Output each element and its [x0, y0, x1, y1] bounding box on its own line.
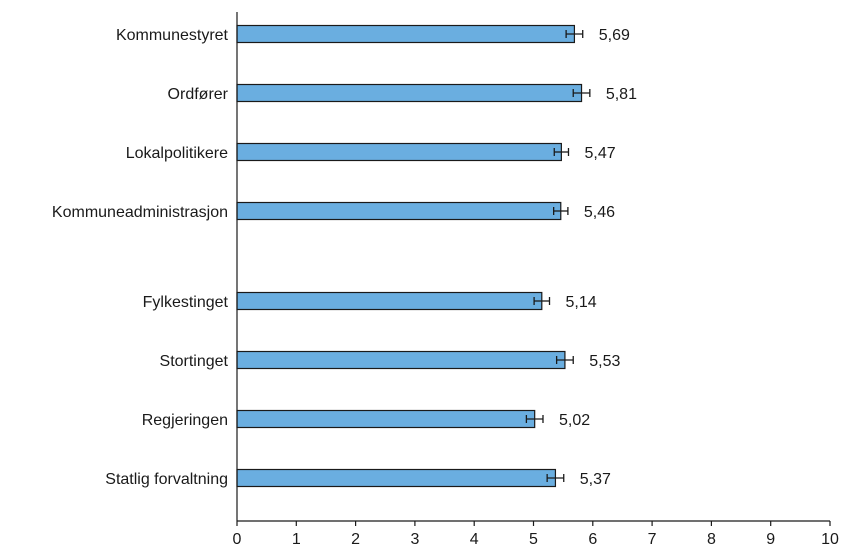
axis-layer: 0 1 2 3 4 5 6 7 8 9 10 — [233, 12, 839, 548]
x-tick-label: 0 — [233, 531, 242, 548]
x-tick-label: 6 — [588, 531, 597, 548]
category-label: Lokalpolitikere — [126, 145, 228, 162]
bar — [236, 409, 536, 429]
category-label: Ordfører — [168, 86, 229, 103]
bar — [236, 142, 562, 162]
value-label: 5,53 — [589, 353, 620, 370]
bar — [236, 291, 543, 311]
value-label: 5,69 — [599, 27, 630, 44]
bar — [236, 468, 557, 488]
category-label: Fylkestinget — [143, 294, 229, 311]
bar — [236, 350, 566, 370]
labels-layer: 5,69 Kommunestyret 5,81 Ordfører 5,47 Lokalpo… — [52, 27, 637, 488]
bar — [236, 24, 576, 44]
x-tick-label: 5 — [529, 531, 538, 548]
x-tick-label: 3 — [410, 531, 419, 548]
x-tick-label: 4 — [470, 531, 479, 548]
category-label: Regjeringen — [142, 412, 228, 429]
value-label: 5,46 — [584, 204, 615, 221]
bar — [236, 201, 562, 221]
x-tick-label: 8 — [707, 531, 716, 548]
bar — [236, 83, 583, 103]
value-label: 5,37 — [580, 471, 611, 488]
category-label: Kommunestyret — [116, 27, 229, 44]
category-label: Kommuneadministrasjon — [52, 204, 228, 221]
x-tick-label: 9 — [766, 531, 775, 548]
value-label: 5,14 — [566, 294, 597, 311]
category-label: Stortinget — [160, 353, 229, 370]
value-label: 5,02 — [559, 412, 590, 429]
x-tick-label: 1 — [292, 531, 301, 548]
x-tick-label: 7 — [648, 531, 657, 548]
value-label: 5,81 — [606, 86, 637, 103]
x-tick-label: 2 — [351, 531, 360, 548]
bars-layer — [236, 24, 591, 488]
value-label: 5,47 — [584, 145, 615, 162]
category-label: Statlig forvaltning — [105, 471, 228, 488]
x-tick-label: 10 — [821, 531, 839, 548]
